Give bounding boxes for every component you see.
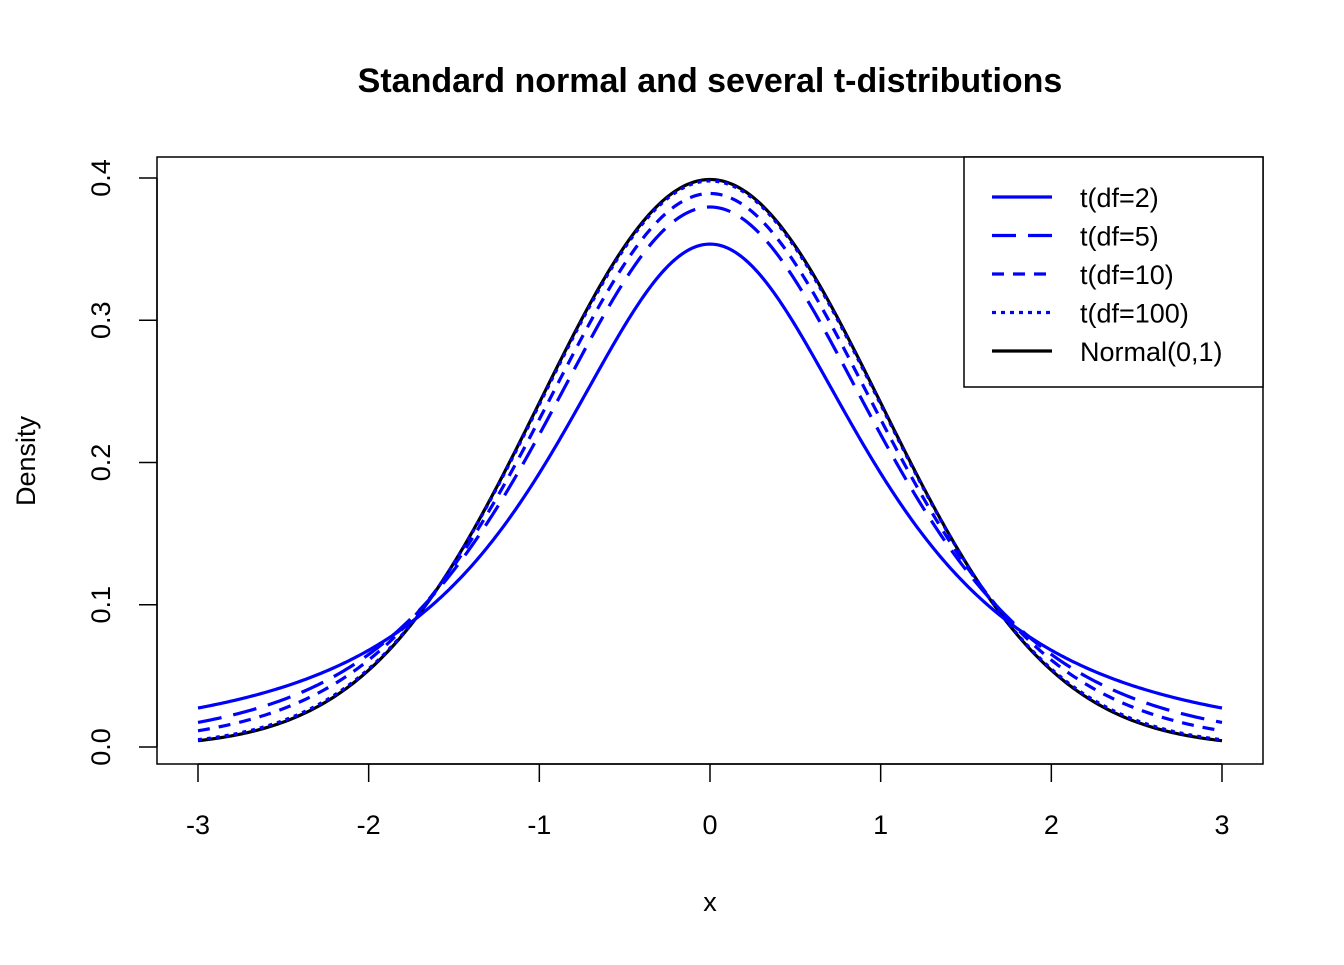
x-tick-label: -3 xyxy=(186,810,210,840)
y-tick-label: 0.3 xyxy=(86,301,116,339)
legend-label: Normal(0,1) xyxy=(1080,337,1223,367)
x-tick-label: -2 xyxy=(357,810,381,840)
series-line-t-df-100 xyxy=(197,179,1223,742)
legend-label: t(df=2) xyxy=(1080,183,1159,213)
y-tick-label: 0.0 xyxy=(86,728,116,766)
y-tick-label: 0.4 xyxy=(86,159,116,197)
y-axis-label: Density xyxy=(11,415,41,506)
legend-label: t(df=5) xyxy=(1080,222,1159,252)
x-tick-label: 2 xyxy=(1044,810,1059,840)
y-axis: 0.0 0.1 0.2 0.3 0.4 xyxy=(86,159,158,766)
legend: t(df=2) t(df=5) t(df=10) t(df=100) Normal(0,… xyxy=(963,156,1264,388)
x-tick-label: 0 xyxy=(702,810,717,840)
y-tick-label: 0.1 xyxy=(86,586,116,624)
legend-label: t(df=100) xyxy=(1080,299,1189,329)
y-tick-label: 0.2 xyxy=(86,444,116,482)
x-axis: -3 -2 -1 0 1 2 3 xyxy=(186,763,1230,840)
x-axis-label: x xyxy=(703,887,717,917)
series-line-t-df-2 xyxy=(197,242,1223,710)
x-tick-label: 3 xyxy=(1214,810,1229,840)
curves xyxy=(197,177,1223,743)
x-tick-label: -1 xyxy=(527,810,551,840)
series-line-t-df-5 xyxy=(197,205,1223,724)
series-line-t-df-10 xyxy=(197,191,1223,733)
x-tick-label: 1 xyxy=(873,810,888,840)
legend-box xyxy=(963,156,1264,388)
legend-label: t(df=10) xyxy=(1080,260,1174,290)
chart-title: Standard normal and several t-distributi… xyxy=(358,62,1063,100)
